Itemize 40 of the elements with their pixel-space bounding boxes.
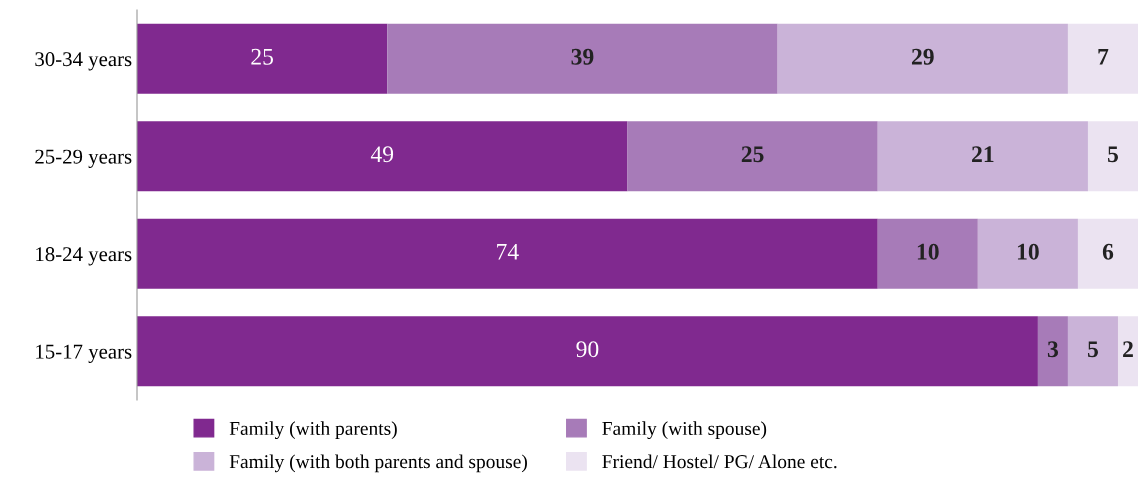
data-label: 74 xyxy=(497,243,519,260)
data-label: 5 xyxy=(1108,146,1119,163)
data-label: 25 xyxy=(251,48,274,65)
bar xyxy=(137,218,878,289)
legend-label: Family (with both parents and spouse) xyxy=(229,454,527,473)
bar xyxy=(1117,316,1138,387)
legend-label: Family (with spouse) xyxy=(602,421,767,440)
data-label: 90 xyxy=(576,341,599,358)
data-label: 49 xyxy=(370,146,394,163)
data-label: 3 xyxy=(1047,341,1059,358)
bar xyxy=(387,23,778,94)
bar xyxy=(877,218,978,289)
data-label: 39 xyxy=(571,48,594,65)
bar xyxy=(627,121,878,192)
y-tick-label: 18-24 years xyxy=(36,247,132,266)
bar xyxy=(1087,121,1138,192)
bar xyxy=(1077,218,1138,289)
data-label: 2 xyxy=(1123,341,1133,357)
legend-label: Friend/ Hostel/ PG/ Alone etc. xyxy=(602,454,837,469)
legend-label: Family (with parents) xyxy=(229,421,397,440)
bar xyxy=(777,23,1068,94)
y-tick-label: 30-34 years xyxy=(35,52,132,71)
bar xyxy=(137,23,388,94)
data-label: 10 xyxy=(917,243,939,260)
bar xyxy=(1037,316,1068,387)
bar xyxy=(1067,23,1138,94)
y-tick-label: 25-29 years xyxy=(35,149,132,168)
data-label: 6 xyxy=(1102,243,1114,260)
data-label: 10 xyxy=(1017,243,1039,260)
data-label: 29 xyxy=(911,48,934,65)
data-label: 25 xyxy=(741,146,764,163)
data-label: 5 xyxy=(1088,341,1098,358)
bar xyxy=(877,121,1088,192)
data-label: 7 xyxy=(1098,48,1109,65)
bar xyxy=(137,121,628,192)
y-tick-label: 15-17 years xyxy=(36,344,132,363)
data-label: 21 xyxy=(972,146,994,162)
bar xyxy=(977,218,1078,289)
bar xyxy=(1067,316,1118,387)
bar xyxy=(137,316,1038,387)
